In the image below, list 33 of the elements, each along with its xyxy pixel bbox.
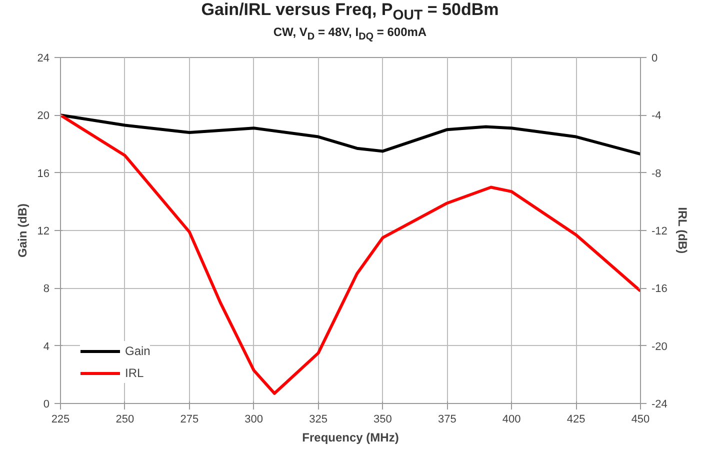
y2-tick-label: 0 <box>652 52 658 64</box>
x-tick-label: 400 <box>502 414 521 426</box>
y-tick-label: 16 <box>37 168 50 180</box>
y2-tick-label: -8 <box>652 168 662 180</box>
y-tick-label: 8 <box>43 283 50 296</box>
y-tick-label: 20 <box>37 110 50 122</box>
chart-subtitle: CW, V$_{D}$ = 48V, I$_{DQ}$ = 600mA <box>272 25 428 43</box>
x-tick-label: 225 <box>51 414 70 426</box>
x-tick-label: 450 <box>631 414 650 426</box>
line-series <box>60 114 640 156</box>
y-tick-label: 24 <box>37 52 50 64</box>
y2-tick-label: -20 <box>652 340 668 353</box>
y2-axis-title: IRL (dB) <box>675 207 690 254</box>
y-axis-title: Gain (dB) <box>15 203 30 258</box>
y2-tick-label: -12 <box>652 226 668 238</box>
x-axis-title: Frequency (MHz) <box>302 430 399 444</box>
y2-tick-label: -4 <box>652 110 662 122</box>
y-tick-label: 4 <box>43 340 50 353</box>
x-tick-label: 300 <box>244 414 264 426</box>
x-tick-label: 425 <box>566 414 586 426</box>
chart-title: Gain/IRL versus Freq, P$_{OUT}$ = 50dBm <box>200 0 500 24</box>
x-tick-label: 350 <box>374 414 392 426</box>
legend-label: Gain <box>125 344 150 358</box>
x-tick-label: 325 <box>309 414 328 426</box>
y2-tick-label: -16 <box>652 283 668 296</box>
legend-label: IRL <box>125 366 145 380</box>
x-tick-label: 375 <box>438 414 456 426</box>
x-tick-label: 250 <box>116 414 134 426</box>
x-tick-label: 275 <box>180 414 199 426</box>
y2-tick-label: -24 <box>652 398 668 410</box>
y-tick-label: 0 <box>43 398 50 410</box>
line-series <box>60 114 640 395</box>
y-tick-label: 12 <box>37 226 50 238</box>
